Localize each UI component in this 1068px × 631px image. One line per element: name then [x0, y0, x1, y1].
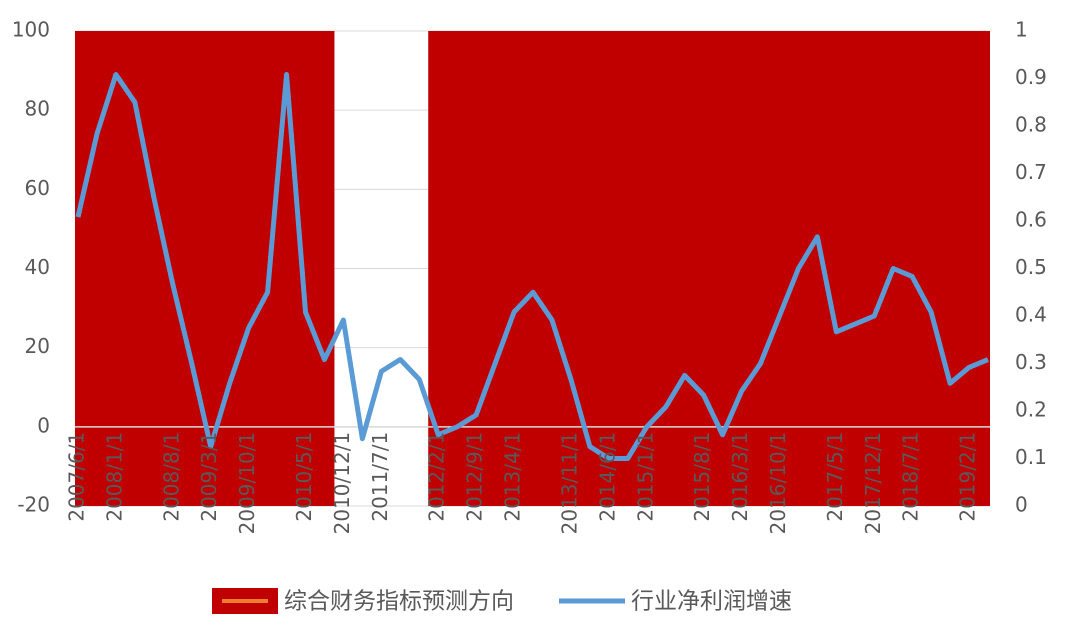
bar	[959, 31, 980, 506]
y-tick-label: 100	[12, 18, 50, 42]
x-tick-label: 2011/7/1	[368, 432, 392, 522]
x-tick-label: 2009/3/1	[197, 432, 221, 522]
y-tick-label: 0	[37, 413, 50, 437]
bar	[75, 31, 88, 506]
y2-tick-label: 0.1	[1015, 445, 1047, 469]
y2-tick-label: 0.4	[1015, 303, 1047, 327]
bar	[219, 31, 240, 506]
x-tick-label: 2017/5/1	[823, 432, 847, 522]
x-tick-label: 2012/2/1	[425, 432, 449, 522]
bar	[560, 31, 581, 506]
x-tick-label: 2008/8/1	[159, 432, 183, 522]
bar	[200, 31, 221, 506]
y2-tick-label: 0.7	[1015, 160, 1047, 184]
bar	[845, 31, 866, 506]
y-tick-label: 40	[25, 255, 50, 279]
y2-tick-label: 0.2	[1015, 398, 1047, 422]
x-tick-label: 2018/7/1	[899, 432, 923, 522]
x-tick-label: 2016/10/1	[766, 432, 790, 535]
bar	[504, 31, 525, 506]
x-tick-label: 2017/12/1	[861, 432, 885, 535]
x-tick-label: 2010/5/1	[292, 432, 316, 522]
bar	[579, 31, 600, 506]
bar	[238, 31, 259, 506]
legend-label: 行业净利润增速	[631, 589, 792, 615]
y-tick-label: 20	[25, 334, 50, 358]
bar	[807, 31, 828, 506]
bar	[295, 31, 316, 506]
bar	[162, 31, 183, 506]
x-tick-label: 2007/6/1	[65, 432, 89, 522]
y-tick-label: 60	[25, 176, 50, 200]
y2-tick-label: 0	[1015, 493, 1028, 517]
y2-tick-label: 0.8	[1015, 113, 1047, 137]
line	[75, 72, 989, 461]
bar	[485, 31, 506, 506]
bar	[940, 31, 961, 506]
bar	[124, 31, 145, 506]
bar	[712, 31, 733, 506]
y-tick-label: -20	[17, 493, 50, 517]
bar	[864, 31, 885, 506]
x-tick-label: 2014/6/1	[595, 432, 619, 522]
x-tick-label: 2015/8/1	[690, 432, 714, 522]
bar	[143, 31, 164, 506]
bar	[769, 31, 790, 506]
bar	[598, 31, 619, 506]
x-tick-label: 2013/11/1	[557, 432, 581, 535]
bar	[655, 31, 676, 506]
y2-tick-label: 0.9	[1015, 65, 1047, 89]
x-tick-label: 2019/2/1	[956, 432, 980, 522]
bar	[617, 31, 638, 506]
x-tick-label: 2015/1/1	[633, 432, 657, 522]
bar	[428, 31, 449, 506]
legend-label: 综合财务指标预测方向	[284, 589, 514, 615]
bar	[636, 31, 657, 506]
x-tick-label: 2016/3/1	[728, 432, 752, 522]
bar	[523, 31, 543, 506]
y2-tick-label: 0.5	[1015, 255, 1047, 279]
x-tick-label: 2009/10/1	[235, 432, 259, 535]
x-tick-label: 2008/1/1	[102, 432, 126, 522]
bar	[902, 31, 923, 506]
bar	[541, 31, 562, 506]
x-tick-label: 2012/9/1	[463, 432, 487, 522]
y2-tick-label: 1	[1015, 18, 1028, 42]
bar	[466, 31, 487, 506]
x-tick-label: 2013/4/1	[501, 432, 525, 522]
y2-tick-label: 0.6	[1015, 208, 1047, 232]
bar	[826, 31, 847, 506]
bar	[921, 31, 942, 506]
x-tick-label: 2010/12/1	[330, 432, 354, 535]
bar	[978, 31, 990, 506]
bar	[105, 31, 126, 506]
y-tick-label: 80	[25, 97, 50, 121]
bar	[447, 31, 468, 506]
bar	[314, 31, 335, 506]
y2-tick-label: 0.3	[1015, 350, 1047, 374]
bar	[750, 31, 771, 506]
